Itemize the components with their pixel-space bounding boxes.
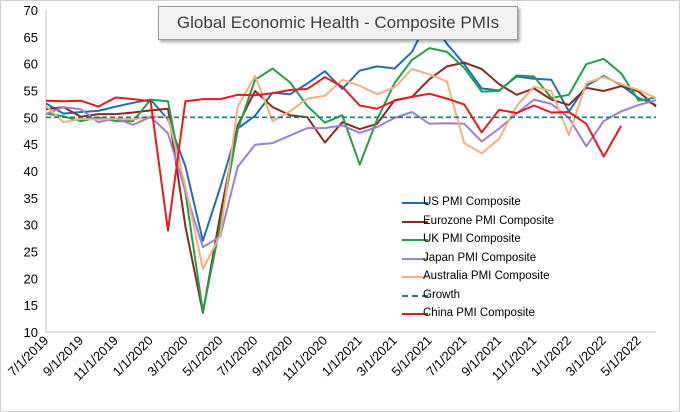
legend-item: Growth bbox=[399, 286, 587, 304]
legend-swatch bbox=[402, 294, 428, 297]
chart-title: Global Economic Health - Composite PMIs bbox=[176, 13, 500, 32]
y-tick-label: 30 bbox=[24, 218, 38, 233]
y-tick-label: 50 bbox=[24, 110, 38, 125]
legend-label: China PMI Composite bbox=[423, 307, 535, 319]
legend-label: UK PMI Composite bbox=[423, 233, 521, 245]
legend-label: Australia PMI Composite bbox=[423, 270, 550, 282]
legend-label: Growth bbox=[423, 288, 461, 301]
y-tick-label: 20 bbox=[24, 271, 38, 286]
y-tick-label: 55 bbox=[24, 84, 38, 99]
y-tick-label: 40 bbox=[24, 164, 38, 179]
legend-swatch bbox=[402, 220, 428, 223]
y-tick-label: 15 bbox=[24, 298, 38, 313]
legend-swatch bbox=[402, 239, 428, 241]
y-tick-label: 60 bbox=[24, 57, 38, 72]
series-line-australia-pmi-composite bbox=[45, 68, 657, 271]
y-tick-label: 10 bbox=[24, 325, 38, 340]
y-tick-label: 35 bbox=[24, 191, 38, 206]
y-tick-label: 45 bbox=[24, 137, 38, 152]
chart-legend: US PMI Composite Eurozone PMI Composite UK… bbox=[399, 188, 587, 329]
legend-label: Japan PMI Composite bbox=[423, 251, 537, 264]
y-tick-label: 70 bbox=[24, 3, 38, 18]
legend-item: Australia PMI Composite bbox=[399, 267, 587, 285]
legend-label: US PMI Composite bbox=[423, 196, 521, 208]
legend-swatch bbox=[402, 276, 428, 278]
legend-item: Eurozone PMI Composite bbox=[399, 212, 587, 230]
legend-label: Eurozone PMI Composite bbox=[423, 214, 555, 227]
legend-item: US PMI Composite bbox=[399, 193, 587, 211]
chart-title-box: Global Economic Health - Composite PMIs bbox=[158, 6, 518, 40]
series-line-japan-pmi-composite bbox=[45, 98, 657, 249]
legend-swatch bbox=[402, 202, 428, 204]
series-line-china-pmi-composite bbox=[45, 76, 622, 232]
legend-swatch bbox=[402, 257, 428, 260]
legend-item: Japan PMI Composite bbox=[399, 249, 587, 267]
legend-item: UK PMI Composite bbox=[399, 230, 587, 248]
y-tick-label: 65 bbox=[24, 30, 38, 45]
legend-swatch bbox=[402, 313, 428, 315]
y-tick-label: 25 bbox=[24, 245, 38, 260]
legend-item: China PMI Composite bbox=[399, 304, 587, 322]
